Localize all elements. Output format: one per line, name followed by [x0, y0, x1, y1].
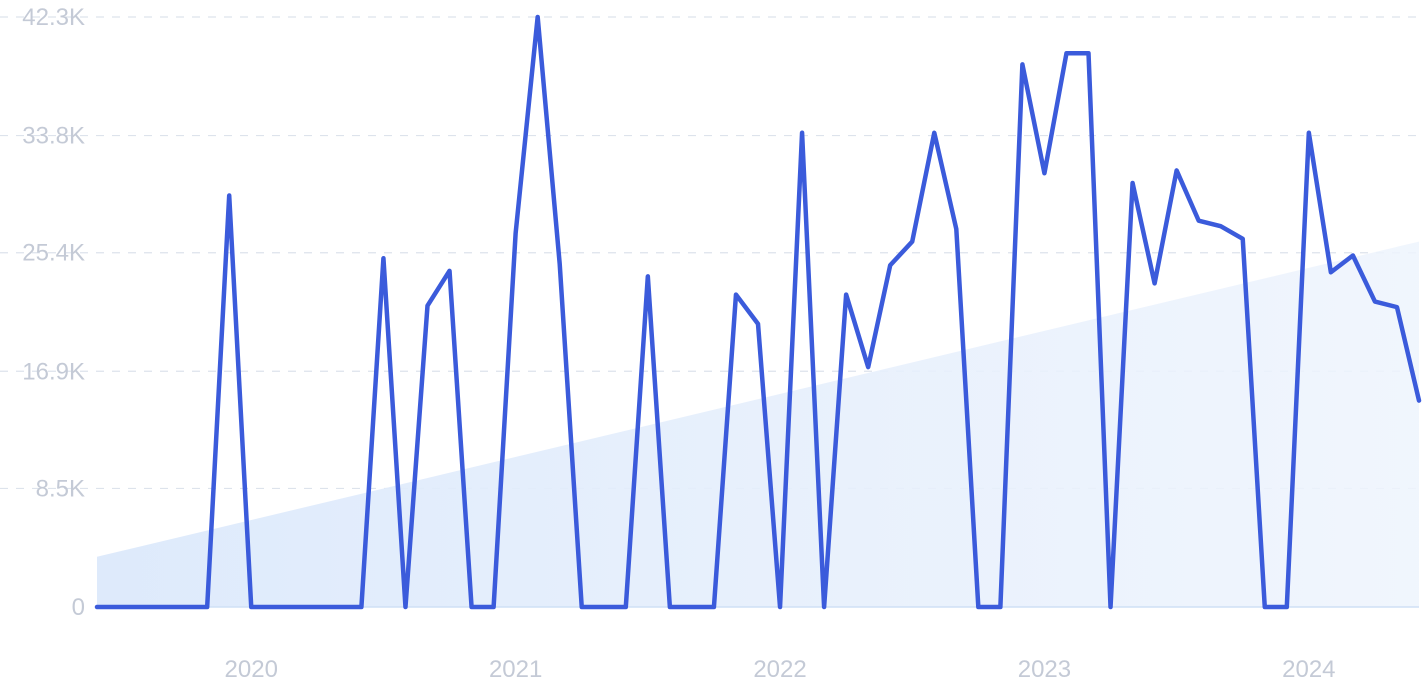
y-tick-label: 33.8K: [22, 123, 85, 150]
y-tick-label: 8.5K: [36, 475, 85, 502]
trend-area: [97, 241, 1419, 607]
y-axis: 0 8.5K 16.9K 25.4K 33.8K 42.3K: [22, 4, 85, 621]
x-tick-label: 2024: [1282, 656, 1335, 683]
series-line: [94, 14, 1422, 610]
y-tick-label: 25.4K: [22, 240, 85, 267]
x-tick-label: 2021: [489, 656, 542, 683]
x-tick-label: 2020: [225, 656, 278, 683]
x-tick-label: 2023: [1018, 656, 1071, 683]
y-tick-label: 16.9K: [22, 358, 85, 385]
y-tick-label: 42.3K: [22, 4, 85, 31]
y-tick-label: 0: [72, 594, 85, 621]
x-tick-label: 2022: [753, 656, 806, 683]
x-axis: 2020 2021 2022 2023 2024: [225, 656, 1336, 683]
